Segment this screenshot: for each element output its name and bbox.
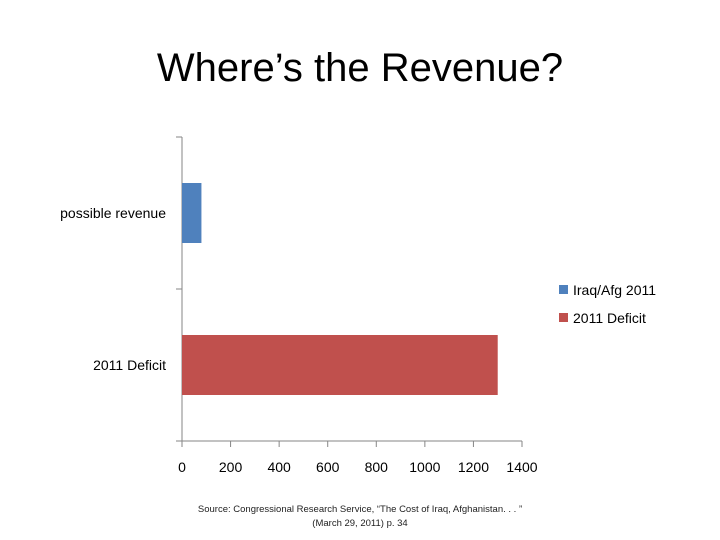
- bar-iraq-afg-2011: [182, 183, 202, 243]
- category-labels: possible revenue 2011 Deficit: [60, 205, 166, 373]
- legend-swatch: [559, 285, 568, 294]
- x-tick-label: 1200: [458, 459, 489, 475]
- chart-axes: [176, 136, 523, 447]
- legend-label: Iraq/Afg 2011: [573, 282, 656, 298]
- chart-legend: Iraq/Afg 2011 2011 Deficit: [559, 282, 656, 326]
- slide-title: Where’s the Revenue?: [156, 46, 564, 90]
- chart-bars: [182, 183, 498, 395]
- x-tick-labels: 0 200 400 600 800 1000 1200 1400: [178, 459, 538, 475]
- legend-swatch: [559, 313, 568, 322]
- x-tick-label: 0: [178, 459, 186, 475]
- bar-2011-deficit: [182, 335, 498, 395]
- x-tick-label: 1400: [506, 459, 537, 475]
- source-note: Source: Congressional Research Service, …: [160, 503, 560, 531]
- category-label: 2011 Deficit: [93, 357, 166, 373]
- category-label: possible revenue: [60, 205, 166, 221]
- x-tick-label: 400: [267, 459, 291, 475]
- source-line-1: Source: Congressional Research Service, …: [197, 504, 523, 515]
- legend-label: 2011 Deficit: [573, 310, 646, 326]
- x-tick-label: 800: [365, 459, 389, 475]
- x-tick-label: 1000: [409, 459, 440, 475]
- x-tick-label: 200: [219, 459, 243, 475]
- source-line-2: (March 29, 2011) p. 34: [312, 518, 408, 529]
- bar-chart: possible revenue 2011 Deficit 0 200 400 600 8…: [60, 136, 656, 475]
- x-tick-label: 600: [316, 459, 340, 475]
